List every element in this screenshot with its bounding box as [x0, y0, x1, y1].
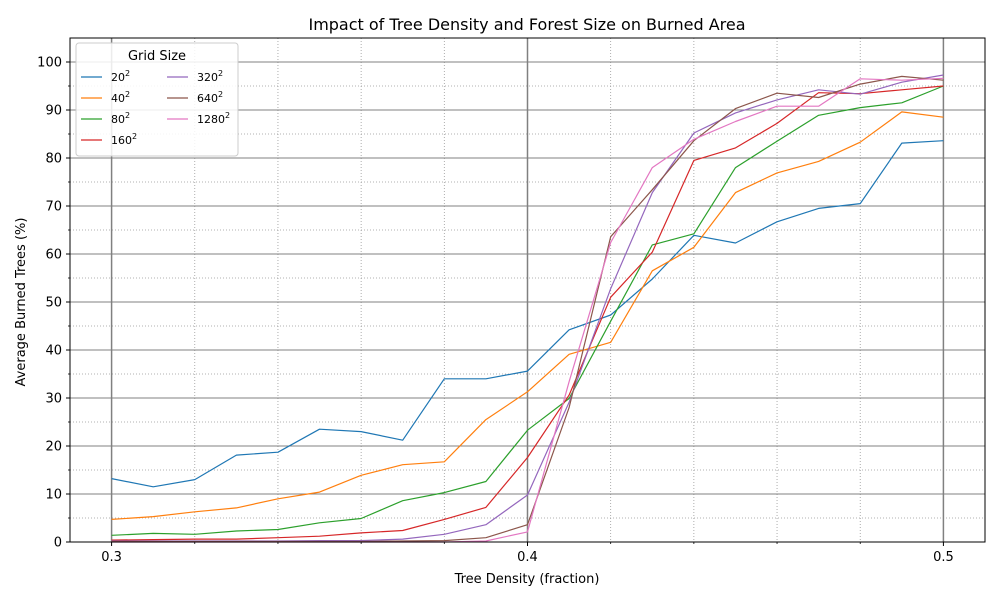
y-tick-label: 10: [45, 488, 62, 503]
chart-title: Impact of Tree Density and Forest Size o…: [308, 15, 745, 34]
y-tick-label: 50: [45, 296, 62, 311]
legend-label-80: 802: [111, 111, 130, 126]
x-tick-label: 0.5: [933, 550, 954, 565]
y-tick-label: 100: [37, 56, 62, 71]
series-line-20: [111, 140, 944, 488]
x-axis-label: Tree Density (fraction): [454, 572, 600, 587]
legend-title: Grid Size: [128, 49, 186, 64]
legend-label-160: 1602: [111, 132, 137, 147]
y-tick-label: 70: [45, 200, 62, 215]
series-line-80: [111, 85, 944, 536]
legend-label-640: 6402: [197, 90, 223, 105]
y-tick-label: 0: [54, 536, 62, 551]
y-tick-label: 60: [45, 248, 62, 263]
x-tick-label: 0.4: [517, 550, 538, 565]
y-axis-label: Average Burned Trees (%): [14, 218, 29, 387]
legend-label-40: 402: [111, 90, 130, 105]
legend: Grid Size 202 402 802 1602 3202 6402 12802: [75, 42, 239, 157]
x-tick-label: 0.3: [101, 550, 122, 565]
y-tick-label: 90: [45, 104, 62, 119]
y-tick-label: 40: [45, 344, 62, 359]
y-tick-label: 20: [45, 440, 62, 455]
axis-ticks: 0.3 0.4 0.5 0 10 20 30 40 50 60 70 80 90 100: [37, 56, 954, 566]
legend-items: 202 402 802 1602 3202 6402 12802: [81, 69, 230, 147]
series-line-40: [111, 111, 944, 520]
legend-box: [75, 42, 239, 157]
legend-label-20: 202: [111, 69, 130, 84]
legend-label-320: 3202: [197, 69, 223, 84]
y-tick-label: 30: [45, 392, 62, 407]
legend-label-1280: 12802: [197, 111, 230, 126]
y-tick-label: 80: [45, 152, 62, 167]
series-line-160: [111, 85, 944, 541]
